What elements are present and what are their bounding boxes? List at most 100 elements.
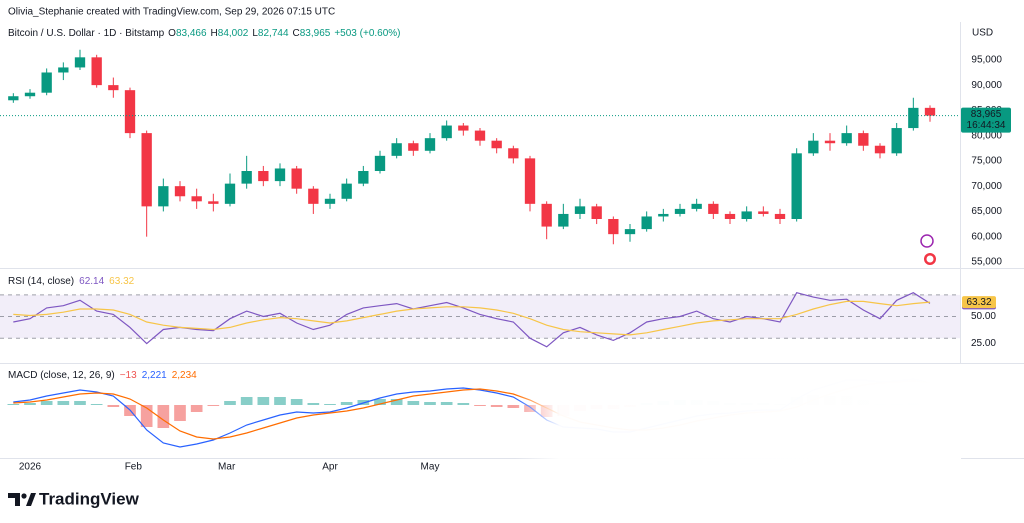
candle-body (241, 171, 252, 184)
candle-body (174, 186, 186, 197)
candle-body (108, 85, 119, 91)
candle-body (524, 158, 536, 204)
y-tick-label: 55,000 (971, 257, 1002, 268)
histogram-bar (340, 402, 353, 405)
series-line (13, 300, 931, 336)
candle-body (874, 145, 886, 154)
x-tick-label: Feb (125, 462, 143, 473)
legend-item: 62.14 (79, 276, 104, 287)
candle-body (408, 143, 419, 151)
candle-body (424, 138, 436, 151)
candle-body (258, 171, 269, 182)
candle-body (924, 107, 936, 116)
y-tick-label: 95,000 (971, 54, 1002, 65)
legend-item: RSI (14, close) (8, 276, 74, 287)
candle-body (441, 125, 452, 139)
legend-item: 83,965 (300, 28, 331, 39)
candle-body (224, 183, 236, 204)
y-tick-label: 80,000 (971, 130, 1002, 141)
legend-item: 84,002 (218, 28, 249, 39)
candle-body (791, 153, 802, 219)
histogram-bar (407, 401, 420, 405)
axis-label: USD (972, 28, 993, 39)
candle-body (491, 140, 502, 149)
y-tick-label: 60,000 (971, 231, 1002, 242)
brand-logo (8, 493, 36, 506)
candle-body (324, 198, 336, 204)
brand-name: TradingView (39, 489, 140, 508)
candle-body (724, 213, 736, 219)
y-tick-label: 70,000 (971, 181, 1002, 192)
candle-body (541, 203, 552, 227)
candle-body (691, 203, 702, 209)
candle-body (624, 229, 636, 235)
y-tick-label: 25.00 (971, 338, 996, 349)
event-icon (920, 234, 934, 248)
histogram-bar (324, 404, 336, 405)
candle-body (474, 130, 486, 141)
legend-item: C (293, 28, 300, 39)
histogram-bar (190, 405, 203, 412)
candle-body (358, 171, 369, 184)
legend-item: 2,234 (172, 370, 197, 381)
legend-item: 83,466 (176, 28, 207, 39)
x-tick-label: Mar (218, 462, 236, 473)
candle-body (374, 155, 386, 172)
histogram-bar (290, 399, 303, 405)
legend-item: H (211, 28, 218, 39)
candle-body (141, 133, 152, 207)
candle-body (891, 128, 902, 154)
histogram-bar (57, 401, 70, 405)
legend: MACD (close, 12, 26, 9) −13 2,221 2,234 (8, 370, 197, 381)
candle-body (908, 107, 919, 129)
y-tick-label: 50.00 (971, 311, 996, 322)
fade-overlay (515, 364, 961, 523)
candle-body (824, 140, 836, 144)
x-tick-label: May (421, 462, 440, 473)
histogram-bar (374, 399, 386, 405)
histogram-bar (240, 397, 253, 405)
candle-body (74, 57, 86, 68)
candle-body (758, 211, 769, 214)
candle-body (124, 90, 136, 134)
candle-body (641, 216, 652, 230)
candle-body (808, 140, 819, 154)
histogram-bar (257, 397, 270, 405)
event-icon (926, 255, 934, 263)
histogram-bar (307, 403, 320, 405)
candle-body (608, 218, 619, 235)
candle-body (391, 143, 402, 156)
candle-body (574, 206, 586, 214)
legend-item: MACD (close, 12, 26, 9) (8, 370, 115, 381)
candle-body (208, 201, 219, 204)
candle-body (591, 206, 602, 219)
candle-body (674, 208, 686, 214)
histogram-bar (157, 405, 170, 428)
candle-body (8, 96, 19, 101)
candle-body (458, 125, 469, 131)
candle-body (658, 213, 669, 217)
value-tag-label: 63.32 (966, 297, 991, 308)
legend-item: Bitcoin / U.S. Dollar · 1D · Bitstamp (8, 28, 165, 39)
countdown: 16:44:34 (967, 120, 1006, 131)
last-price-label: 83,965 (971, 109, 1002, 120)
histogram-bar (7, 404, 20, 405)
legend-item: L (252, 28, 258, 39)
candle-body (841, 133, 852, 144)
histogram-bar (457, 403, 470, 405)
histogram-bar (224, 401, 236, 405)
x-tick-label: 2026 (19, 462, 42, 473)
candle-body (91, 57, 102, 86)
legend-item: −13 (120, 370, 137, 381)
histogram-bar (174, 405, 186, 421)
legend-item: +503 (+0.60%) (334, 28, 400, 39)
candle-body (291, 168, 302, 189)
candle-body (708, 203, 719, 214)
candle-body (341, 183, 352, 199)
x-tick-label: Apr (322, 462, 338, 473)
last-price-tag (961, 107, 1011, 133)
y-tick-label: 90,000 (971, 80, 1002, 91)
legend-item: 82,744 (258, 28, 289, 39)
candle-body (24, 92, 36, 97)
